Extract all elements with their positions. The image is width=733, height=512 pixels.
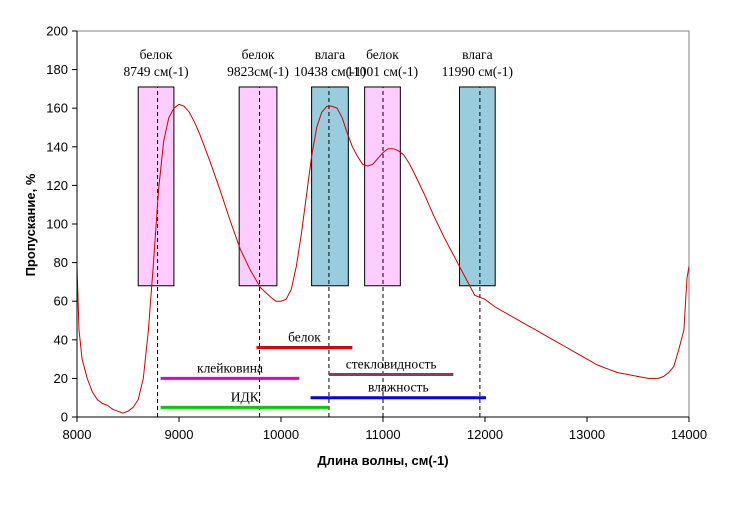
band-box-3: [364, 86, 401, 287]
range-label-0: белок: [288, 330, 321, 345]
band-label-name-2: влага: [315, 47, 345, 62]
x-tick-label-8000: 8000: [63, 427, 92, 442]
y-axis-title: Пропускание, %: [23, 173, 38, 276]
x-tick-label-9000: 9000: [165, 427, 194, 442]
y-tick-label-0: 0: [61, 410, 68, 425]
range-label-3: влажность: [368, 380, 429, 395]
x-tick-label-13000: 13000: [569, 427, 605, 442]
band-label-wavenumber-4: 11990 см(-1): [442, 64, 513, 79]
y-tick-label-80: 80: [54, 255, 68, 270]
y-tick-label-60: 60: [54, 294, 68, 309]
band-label-wavenumber-3: 11001 см(-1): [347, 64, 418, 79]
y-tick-label-100: 100: [46, 217, 68, 232]
band-label-name-0: белок: [140, 47, 173, 62]
y-tick-label-120: 120: [46, 178, 68, 193]
x-axis-title: Длина волны, см(-1): [317, 453, 448, 468]
range-label-1: клейковина: [197, 360, 263, 375]
range-label-4: ИДК: [231, 389, 260, 404]
band-box-2: [311, 86, 349, 287]
band-label-name-3: белок: [366, 47, 399, 62]
band-box-0: [137, 86, 175, 287]
band-box-4: [459, 86, 496, 287]
y-tick-label-180: 180: [46, 62, 68, 77]
band-label-wavenumber-2: 10438 см(-1): [294, 64, 366, 79]
spectrum-series-0: [76, 103, 690, 414]
band-box-1: [238, 86, 278, 287]
range-bars: белок клейковина стекловидность влажность ИД…: [160, 330, 487, 409]
x-tick-label-11000: 11000: [365, 427, 400, 442]
x-tick-label-10000: 10000: [263, 427, 299, 442]
band-label-name-4: влага: [462, 47, 492, 62]
band-label-wavenumber-0: 8749 см(-1): [123, 64, 188, 79]
x-tick-label-14000: 14000: [671, 427, 707, 442]
y-tick-label-40: 40: [54, 332, 68, 347]
band-label-name-1: белок: [242, 47, 275, 62]
spectrum-curve-layer: [76, 103, 690, 414]
range-label-2: стекловидность: [346, 357, 437, 372]
x-tick-label-12000: 12000: [467, 427, 503, 442]
y-tick-label-20: 20: [54, 371, 68, 386]
axes: 0 20 40 60 80 100 120 140 160 180 200 8000 9000 10000…: [46, 24, 707, 443]
band-boxes: белок 8749 см(-1) белок 9823см(-1) влага 1043…: [123, 47, 513, 417]
band-label-wavenumber-1: 9823см(-1): [227, 64, 289, 79]
y-tick-label-140: 140: [46, 139, 68, 154]
y-tick-label-160: 160: [46, 101, 68, 116]
y-tick-label-200: 200: [46, 24, 68, 39]
